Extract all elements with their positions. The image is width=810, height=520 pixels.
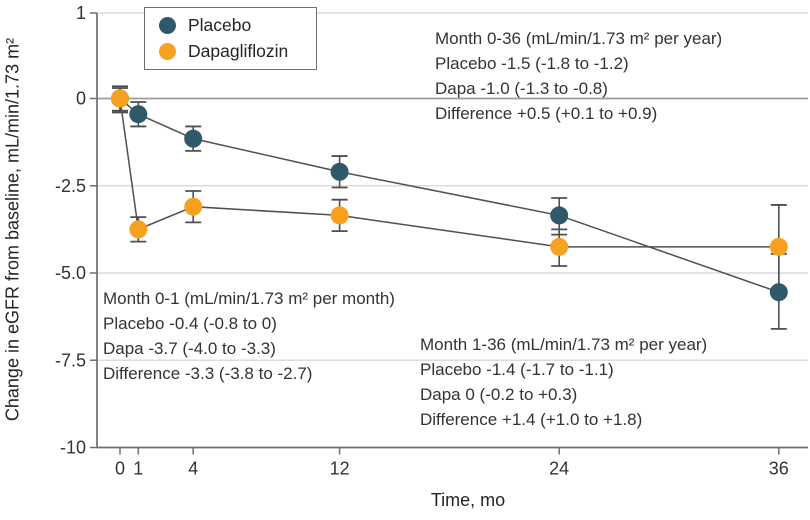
annotation-line: Placebo -0.4 (-0.8 to 0) — [103, 314, 277, 333]
data-point-dapagliflozin — [184, 197, 203, 216]
placebo-marker-icon — [159, 17, 176, 34]
data-point-placebo — [330, 162, 349, 181]
annotation-month-0-36: Month 0-36 (mL/min/1.73 m² per year) Pla… — [435, 26, 722, 126]
x-tick-label: 0 — [115, 459, 125, 479]
y-tick-label: 1 — [76, 3, 86, 23]
legend-label-placebo: Placebo — [188, 15, 252, 35]
annotation-month-1-36: Month 1-36 (mL/min/1.73 m² per year) Pla… — [420, 332, 707, 432]
annotation-line: Month 0-36 (mL/min/1.73 m² per year) — [435, 29, 723, 48]
annotation-line: Placebo -1.5 (-1.8 to -1.2) — [435, 54, 629, 73]
x-tick-label: 1 — [133, 459, 143, 479]
x-tick-label: 24 — [549, 459, 569, 479]
data-point-dapagliflozin — [550, 237, 569, 256]
y-axis-title: Change in eGFR from baseline, mL/min/1.7… — [2, 37, 23, 422]
annotation-line: Difference -3.3 (-3.8 to -2.7) — [103, 364, 313, 383]
annotation-month-0-1: Month 0-1 (mL/min/1.73 m² per month) Pla… — [103, 286, 395, 386]
x-tick-label: 12 — [330, 459, 350, 479]
data-point-placebo — [550, 206, 569, 225]
data-point-dapagliflozin — [330, 206, 349, 225]
x-axis-title: Time, mo — [430, 490, 506, 510]
annotation-line: Month 1-36 (mL/min/1.73 m² per year) — [420, 335, 708, 354]
annotation-line: Placebo -1.4 (-1.7 to -1.1) — [420, 360, 614, 379]
dapagliflozin-marker-icon — [159, 43, 176, 60]
legend-item-dapagliflozin: Dapagliflozin — [159, 41, 316, 62]
data-point-placebo — [184, 129, 203, 148]
gridlines — [97, 12, 808, 361]
annotation-line: Dapa 0 (-0.2 to +0.3) — [420, 385, 578, 404]
y-tick-label: -7.5 — [55, 350, 86, 370]
axes: 10-2.5-5.0-7.5-100 1 4 12 24 36 — [55, 3, 808, 479]
series-line-placebo — [119, 97, 780, 293]
y-tick-label: -5.0 — [55, 263, 86, 283]
annotation-line: Dapa -1.0 (-1.3 to -0.8) — [435, 79, 608, 98]
data-point-dapagliflozin — [129, 220, 148, 239]
annotation-line: Difference +0.5 (+0.1 to +0.9) — [435, 104, 658, 123]
x-tick-label: 36 — [769, 459, 789, 479]
data-point-placebo — [769, 283, 788, 302]
y-tick-label: 0 — [76, 89, 86, 109]
data-point-dapagliflozin — [769, 237, 788, 256]
x-tick-label: 4 — [188, 459, 198, 479]
annotation-line: Dapa -3.7 (-4.0 to -3.3) — [103, 339, 276, 358]
legend: Placebo Dapagliflozin — [144, 7, 317, 70]
markers-dapagliflozin — [111, 89, 788, 256]
data-point-placebo — [129, 105, 148, 124]
annotation-line: Month 0-1 (mL/min/1.73 m² per month) — [103, 289, 395, 308]
y-tick-label: -10 — [60, 438, 86, 458]
legend-item-placebo: Placebo — [159, 15, 316, 36]
legend-label-dapagliflozin: Dapagliflozin — [188, 41, 289, 61]
data-point-dapagliflozin — [111, 89, 129, 108]
annotation-line: Difference +1.4 (+1.0 to +1.8) — [420, 410, 643, 429]
y-tick-label: -2.5 — [55, 176, 86, 196]
series-line-dapagliflozin — [119, 98, 779, 248]
